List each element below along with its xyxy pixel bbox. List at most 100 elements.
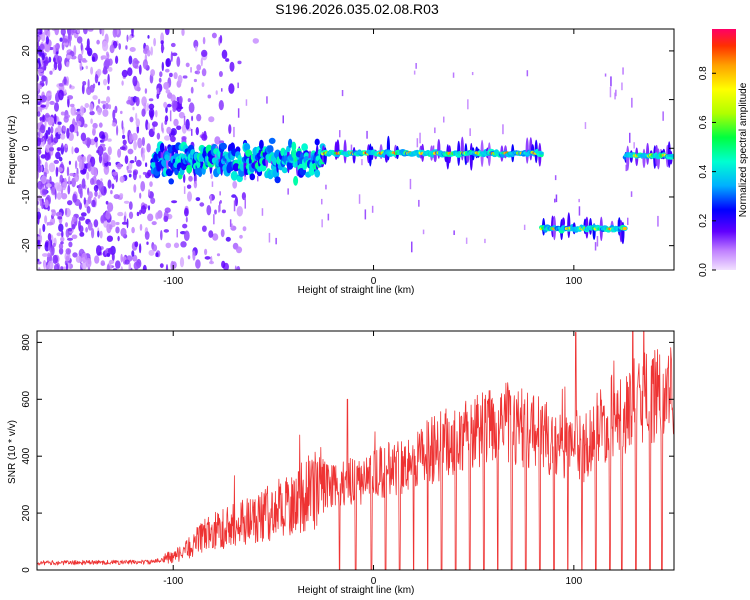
spectrogram-noise-cell — [79, 105, 85, 116]
spectrogram-noise-cell — [127, 170, 132, 174]
spectrogram-track-core — [670, 154, 674, 158]
spectrogram-noise-cell — [108, 104, 112, 110]
spectrogram-noise-cell — [45, 183, 52, 188]
spectrogram-noise-cell — [151, 121, 158, 127]
spectrogram-streak — [502, 124, 504, 135]
spectrogram-noise-cell — [53, 159, 59, 164]
spectrogram-xlabel: Height of straight line (km) — [298, 285, 415, 296]
spectrogram-noise-cell — [139, 174, 142, 179]
snr-ylabel: SNR (10 * v/v) — [7, 420, 18, 484]
spectrogram-noise-cell — [152, 244, 158, 252]
spectrogram-noise-cell — [38, 267, 41, 270]
spectrogram-noise-cell — [94, 74, 99, 84]
spectrogram-noise-cell — [97, 107, 102, 116]
spectrogram-noise-cell — [219, 140, 225, 144]
spectrogram-noise-cell — [121, 221, 128, 225]
spectrogram-noise-cell — [195, 127, 199, 136]
spectrogram-noise-cell — [126, 99, 132, 105]
spectrogram-noise-cell — [121, 80, 124, 86]
spectrogram-noise-cell — [86, 206, 91, 214]
spectrogram-noise-cell — [90, 66, 94, 75]
spectrogram-noise-cell — [115, 260, 121, 269]
spectrogram-noise-cell — [71, 234, 78, 240]
spectrogram-noise-cell — [71, 146, 74, 155]
spectrogram-noise-cell — [204, 256, 211, 260]
spectrogram-noise-cell — [99, 230, 103, 239]
spectrogram-ytick-label: 10 — [21, 94, 32, 106]
spectrogram-streak — [469, 128, 471, 136]
spectrogram-noise-cell — [186, 184, 192, 189]
spectrogram-noise-cell — [171, 200, 178, 204]
spectrogram-streak — [341, 90, 344, 97]
spectrogram-noise-cell — [115, 226, 120, 234]
spectrogram-noise-cell — [173, 72, 178, 80]
spectrogram-noise-cell — [93, 219, 99, 228]
spectrogram-noise-cell — [177, 74, 183, 84]
spectrogram-noise-cell — [206, 205, 212, 216]
spectrogram-noise-cell — [60, 266, 64, 270]
spectrogram-noise-cell — [41, 188, 48, 196]
spectrogram-streak — [554, 198, 556, 203]
spectrogram-streak — [261, 208, 264, 216]
spectrogram-noise-cell — [68, 175, 71, 186]
spectrogram-noise-cell — [221, 209, 226, 214]
spectrogram-noise-cell — [165, 89, 171, 94]
spectrogram-streak — [465, 237, 468, 244]
spectrogram-track-cell — [174, 168, 180, 176]
spectrogram-noise-cell — [80, 42, 83, 51]
spectrogram-streak — [257, 176, 259, 182]
spectrogram-noise-cell — [67, 184, 71, 195]
spectrogram-noise-cell — [132, 75, 138, 87]
spectrogram-noise-cell — [116, 125, 119, 136]
spectrogram-noise-cell — [41, 95, 47, 103]
spectrogram-noise-cell — [170, 42, 176, 48]
spectrogram-noise-cell — [107, 247, 113, 254]
spectrogram-noise-cell — [117, 211, 124, 217]
spectrogram-noise-cell — [183, 174, 186, 183]
spectrogram-noise-cell — [180, 241, 187, 248]
spectrogram-noise-cell — [37, 214, 40, 225]
spectrogram-noise-cell — [107, 202, 114, 213]
colorbar-label: Normalized spectral amplitude — [738, 82, 749, 217]
spectrogram-streak — [416, 138, 419, 148]
spectrogram-noise-cell — [87, 221, 93, 231]
spectrogram-noise-cell — [182, 75, 188, 79]
spectrogram-noise-cell — [134, 60, 140, 64]
spectrogram-noise-cell — [86, 86, 92, 96]
spectrogram-noise-cell — [63, 115, 69, 123]
spectrogram-noise-cell — [106, 53, 110, 59]
spectrogram-xtick-label: 100 — [565, 276, 582, 287]
spectrogram-noise-cell — [153, 37, 157, 47]
spectrogram-streak — [434, 127, 436, 134]
spectrogram-noise-cell — [142, 171, 147, 175]
spectrogram-noise-cell — [106, 96, 111, 103]
spectrogram-noise-cell — [120, 253, 123, 263]
spectrogram-streak — [366, 130, 368, 139]
spectrogram-noise-cell — [228, 124, 232, 135]
spectrogram-noise-cell — [80, 132, 87, 142]
spectrogram-noise-cell — [69, 84, 72, 88]
spectrogram-noise-cell — [81, 83, 85, 95]
spectrogram-noise-cell — [70, 103, 75, 108]
spectrogram-noise-cell — [252, 38, 259, 44]
spectrogram-noise-cell — [136, 211, 140, 217]
spectrogram-noise-cell — [50, 126, 54, 134]
spectrogram-track-halo — [460, 136, 464, 161]
spectrogram-noise-cell — [140, 181, 146, 192]
spectrogram-noise-cell — [146, 49, 151, 57]
spectrogram-noise-cell — [139, 223, 143, 231]
spectrogram-noise-cell — [56, 147, 62, 152]
spectrogram-noise-cell — [65, 222, 68, 228]
snr-xtick-label: -100 — [163, 576, 183, 587]
snr-ticks: -100 0 100 0 200 400 600 800 — [21, 331, 674, 587]
spectrogram-noise-cell — [96, 39, 100, 45]
spectrogram-noise-cell — [49, 100, 55, 105]
spectrogram-noise-cell — [165, 58, 172, 67]
spectrogram-noise-cell — [52, 242, 56, 247]
spectrogram-noise-cell — [134, 241, 139, 248]
spectrogram-noise-cell — [104, 58, 111, 68]
spectrogram-noise-cell — [61, 193, 68, 200]
spectrogram-noise-cell — [187, 98, 191, 103]
spectrogram-noise-cell — [225, 58, 230, 62]
